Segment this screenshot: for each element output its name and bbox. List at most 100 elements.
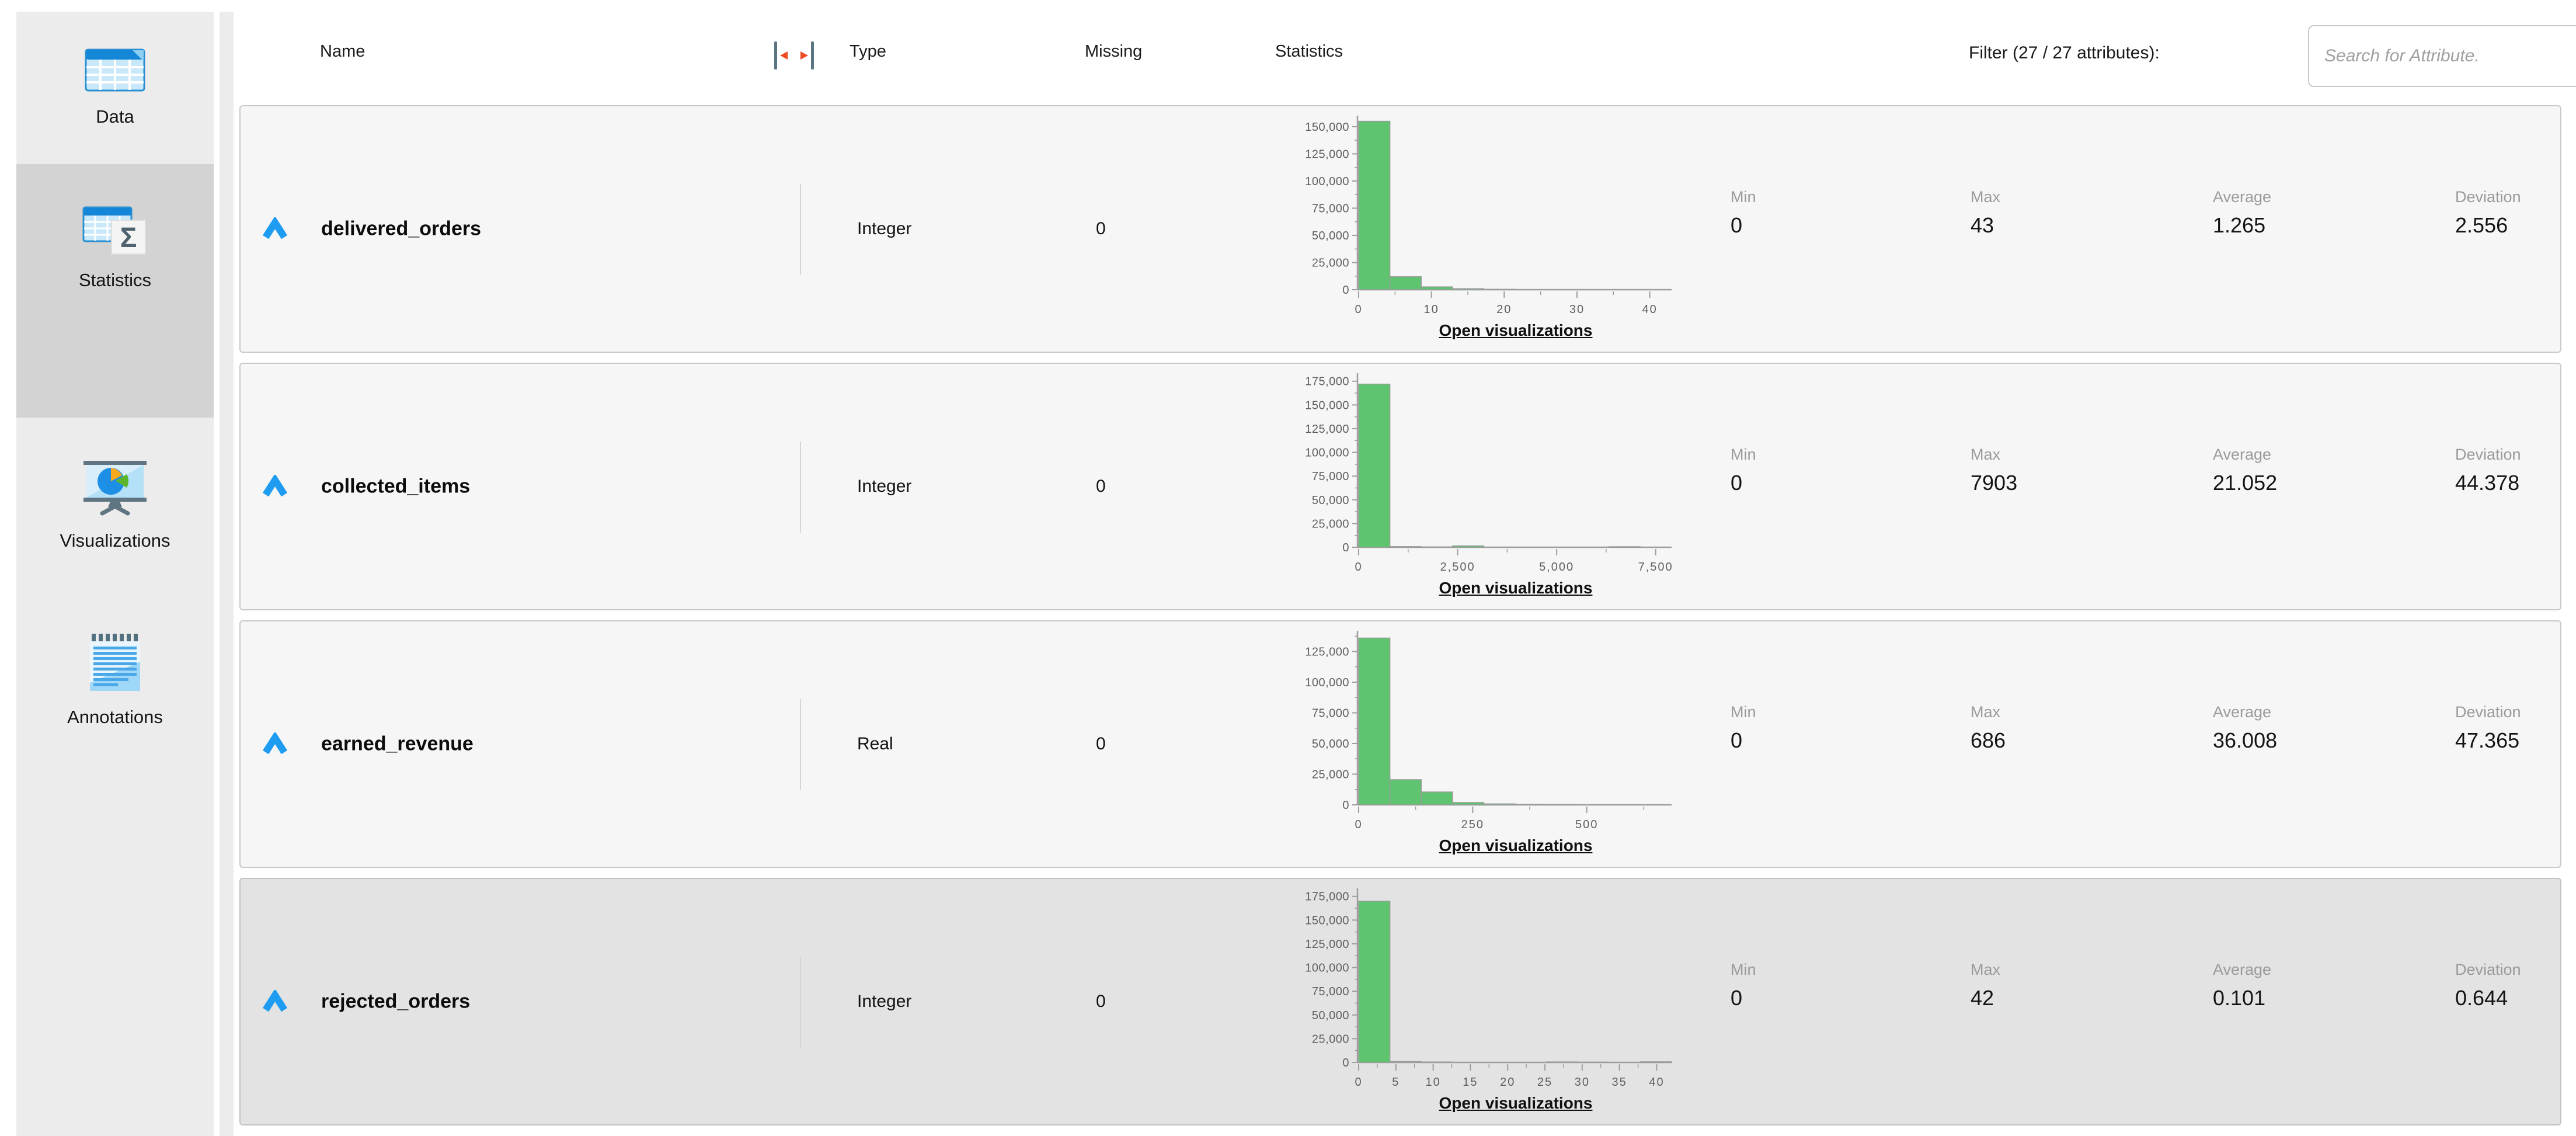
svg-text:50,000: 50,000 (1312, 494, 1349, 507)
svg-text:25,000: 25,000 (1312, 1033, 1349, 1045)
svg-text:50,000: 50,000 (1312, 738, 1349, 751)
attribute-row-collected-items[interactable]: collected_items Integer 0 0 25,000 50,000 7… (239, 363, 2561, 610)
attribute-search-input[interactable] (2308, 25, 2576, 87)
sidebar: Data Σ Statistics (16, 12, 214, 1136)
open-visualizations-link[interactable]: Open visualizations (1439, 321, 1593, 339)
sidebar-item-statistics[interactable]: Σ Statistics (16, 164, 214, 418)
svg-text:25,000: 25,000 (1312, 517, 1349, 530)
panel-edge (220, 12, 234, 1136)
column-resize-icon[interactable] (772, 40, 816, 74)
svg-text:125,000: 125,000 (1305, 148, 1349, 161)
stat-max: Max 43 (1971, 188, 2001, 237)
histogram-chart: 0 25,000 50,000 75,000 100,000 125,000 150,000… (1305, 888, 1672, 1088)
annotations-note-icon (89, 633, 141, 695)
svg-text:50,000: 50,000 (1312, 1009, 1349, 1022)
svg-text:500: 500 (1575, 818, 1598, 831)
sidebar-item-label: Visualizations (60, 530, 170, 551)
svg-text:0: 0 (1355, 561, 1362, 573)
stat-average: Average 21.052 (2213, 446, 2278, 495)
attribute-type: Real (857, 734, 893, 753)
column-divider (800, 184, 801, 275)
svg-text:15: 15 (1463, 1076, 1478, 1088)
histogram-block: 0 25,000 50,000 75,000 100,000 125,000 150,000… (1277, 372, 1680, 597)
stat-min: Min 0 (1731, 703, 1756, 752)
missing-count: 0 (1096, 477, 1106, 496)
svg-text:100,000: 100,000 (1305, 175, 1349, 188)
stat-average: Average 36.008 (2213, 703, 2278, 752)
svg-text:75,000: 75,000 (1312, 707, 1349, 720)
attribute-row-rejected-orders[interactable]: rejected_orders Integer 0 0 25,000 50,000 7… (239, 878, 2561, 1125)
attribute-type: Integer (857, 992, 912, 1011)
histogram-chart: 0 25,000 50,000 75,000 100,000 125,000 150,000… (1305, 373, 1673, 573)
svg-text:50,000: 50,000 (1312, 230, 1349, 242)
svg-text:125,000: 125,000 (1305, 938, 1349, 951)
attribute-name: delivered_orders (321, 217, 482, 240)
svg-text:5: 5 (1392, 1076, 1400, 1088)
sidebar-item-label: Annotations (67, 706, 163, 727)
svg-text:30: 30 (1569, 303, 1585, 315)
stat-deviation: Deviation 44.378 (2455, 446, 2521, 495)
attribute-name: rejected_orders (321, 990, 471, 1013)
svg-text:150,000: 150,000 (1305, 399, 1349, 412)
svg-text:20: 20 (1500, 1076, 1515, 1088)
filter-label: Filter (27 / 27 attributes): (1969, 43, 2160, 62)
svg-text:25,000: 25,000 (1312, 769, 1349, 781)
missing-count: 0 (1096, 992, 1106, 1011)
attribute-type: Integer (857, 477, 912, 496)
column-divider (800, 957, 801, 1048)
svg-text:20: 20 (1496, 303, 1512, 315)
column-header-name: Name (320, 42, 365, 61)
open-visualizations-link[interactable]: Open visualizations (1439, 1094, 1593, 1112)
stat-max: Max 42 (1971, 961, 2001, 1010)
attribute-row-delivered-orders[interactable]: delivered_orders Integer 0 0 25,000 50,000… (239, 105, 2561, 353)
sidebar-item-visualizations[interactable]: Visualizations (16, 418, 214, 593)
histogram-block: 0 25,000 50,000 75,000 100,000 125,000 0 250 500… (1277, 630, 1680, 855)
collapse-chevron-icon[interactable] (261, 988, 289, 1013)
histogram-block: 0 25,000 50,000 75,000 100,000 125,000 150,000… (1277, 887, 1680, 1113)
svg-text:125,000: 125,000 (1305, 646, 1349, 659)
svg-text:75,000: 75,000 (1312, 202, 1349, 215)
collapse-chevron-icon[interactable] (261, 216, 289, 241)
stat-max: Max 686 (1971, 703, 2006, 752)
svg-text:100,000: 100,000 (1305, 962, 1349, 975)
stat-min: Min 0 (1731, 961, 1756, 1010)
svg-text:125,000: 125,000 (1305, 423, 1349, 436)
stat-deviation: Deviation 0.644 (2455, 961, 2521, 1010)
attribute-row-earned-revenue[interactable]: earned_revenue Real 0 0 25,000 50,000 75,00… (239, 620, 2561, 868)
open-visualizations-link[interactable]: Open visualizations (1439, 836, 1593, 854)
collapse-chevron-icon[interactable] (261, 473, 289, 498)
open-visualizations-link[interactable]: Open visualizations (1439, 579, 1593, 597)
stat-min: Min 0 (1731, 446, 1756, 495)
svg-text:0: 0 (1355, 303, 1362, 315)
svg-text:75,000: 75,000 (1312, 985, 1349, 998)
svg-text:100,000: 100,000 (1305, 676, 1349, 689)
svg-text:30: 30 (1575, 1076, 1590, 1088)
collapse-chevron-icon[interactable] (261, 731, 289, 756)
sidebar-item-annotations[interactable]: Annotations (16, 593, 214, 768)
statistics-sigma-icon: Σ (82, 206, 148, 258)
column-header-statistics: Statistics (1275, 42, 1343, 61)
svg-text:0: 0 (1355, 818, 1362, 831)
svg-text:40: 40 (1649, 1076, 1664, 1088)
attribute-name: earned_revenue (321, 732, 474, 755)
svg-text:0: 0 (1342, 541, 1349, 554)
column-header-type: Type (850, 42, 886, 61)
svg-text:150,000: 150,000 (1305, 914, 1349, 927)
svg-text:35: 35 (1612, 1076, 1627, 1088)
svg-text:250: 250 (1461, 818, 1484, 831)
column-divider (800, 442, 801, 533)
svg-text:Σ: Σ (120, 223, 137, 253)
svg-text:7,500: 7,500 (1638, 561, 1673, 573)
sidebar-item-data[interactable]: Data (16, 12, 214, 164)
svg-text:10: 10 (1424, 303, 1439, 315)
svg-text:25,000: 25,000 (1312, 256, 1349, 269)
svg-text:25: 25 (1537, 1076, 1552, 1088)
sidebar-item-label: Data (96, 106, 134, 127)
svg-text:100,000: 100,000 (1305, 447, 1349, 460)
svg-text:175,000: 175,000 (1305, 376, 1349, 388)
stat-deviation: Deviation 2.556 (2455, 188, 2521, 237)
column-divider (800, 699, 801, 790)
svg-text:175,000: 175,000 (1305, 891, 1349, 904)
sidebar-item-label: Statistics (78, 270, 152, 290)
